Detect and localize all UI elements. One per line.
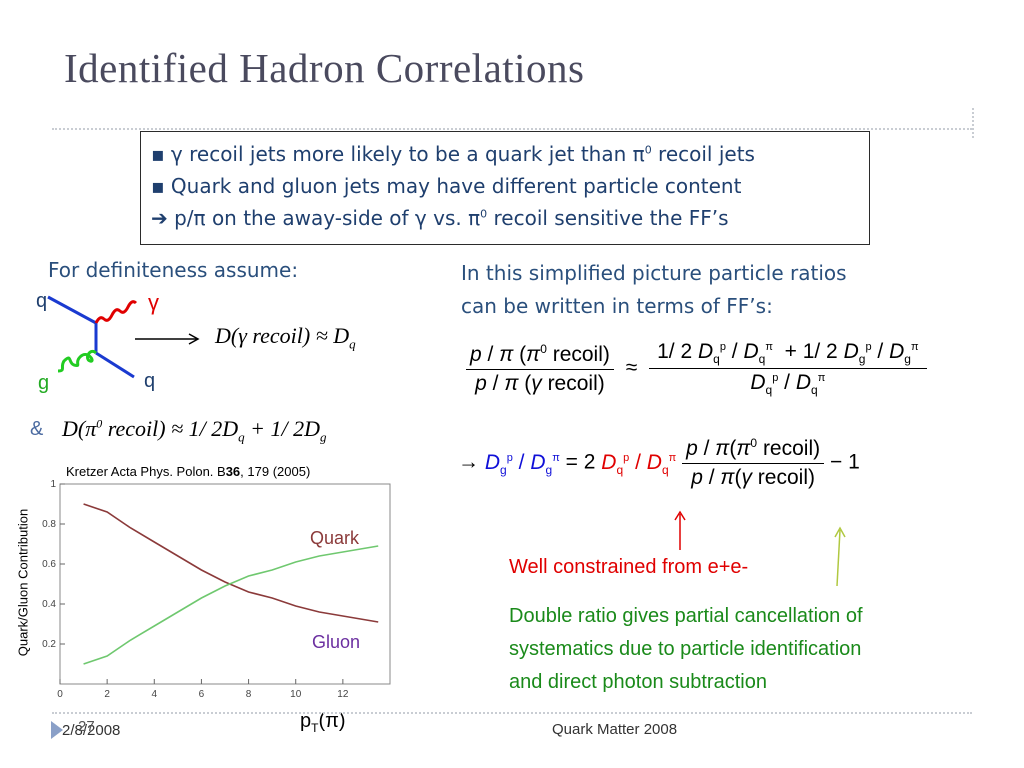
arrow-icon xyxy=(135,333,200,345)
double-ratio-line-1: Double ratio gives partial cancellation … xyxy=(509,605,863,627)
equation-pi0-recoil: D(π0 recoil) ≈ 1/ 2Dq + 1/ 2Dg xyxy=(62,416,327,445)
label-g: g xyxy=(38,372,50,394)
x-tick-label: 6 xyxy=(199,689,205,700)
double-ratio-line-2: systematics due to particle identificati… xyxy=(509,638,862,660)
x-tick-label: 10 xyxy=(290,689,302,700)
y-tick-label: 0.6 xyxy=(42,559,56,570)
label-q-bottom: q xyxy=(144,370,156,392)
label-q-top: q xyxy=(36,290,48,312)
x-tick-label: 12 xyxy=(337,689,349,700)
double-ratio-denominator: p / π(γ recoil) xyxy=(691,466,815,489)
corner-divider xyxy=(972,108,974,138)
x-axis-label: pT(π) xyxy=(300,710,346,735)
ampersand: & xyxy=(30,418,44,440)
footer-conference: Quark Matter 2008 xyxy=(552,721,678,738)
ratio-numerator: p / π (π0 recoil) xyxy=(466,342,614,370)
intro-line-2: can be written in terms of FF’s: xyxy=(461,294,773,318)
y-tick-label: 0.2 xyxy=(42,639,56,650)
x-tick-label: 2 xyxy=(104,689,110,700)
y-tick-label: 0.4 xyxy=(42,599,56,610)
double-ratio-numerator: p / π(π0 recoil) xyxy=(682,436,825,464)
footer-divider xyxy=(52,712,972,714)
approx-sign: ≈ xyxy=(625,356,638,380)
green-up-arrow-icon xyxy=(834,526,846,587)
ratio-denominator: p / π (γ recoil) xyxy=(475,371,605,395)
minus-one: − 1 xyxy=(829,450,860,474)
equation-gluon-ff: → Dgp / Dgπ = 2 Dqp / Dqπ p / π(π0 recoi… xyxy=(458,436,860,490)
legend-quark: Quark xyxy=(310,528,360,548)
equation-ratio: p / π (π0 recoil) p / π (γ recoil) ≈ 1/ 2… xyxy=(466,340,927,397)
quark-gluon-chart: 0 2 4 6 8 10 12 0.2 0.4 0.6 0.8 1 xyxy=(42,479,391,700)
equation-gamma-recoil: D(γ recoil) ≈ Dq xyxy=(215,323,356,352)
feynman-diagram xyxy=(47,295,138,379)
y-tick-label: 1 xyxy=(50,479,56,490)
bullet-2: ▪ Quark and gluon jets may have differen… xyxy=(151,174,742,198)
play-triangle-icon xyxy=(51,721,63,739)
page-title: Identified Hadron Correlations xyxy=(64,45,585,91)
legend-gluon: Gluon xyxy=(312,632,361,652)
ff-denominator: Dqp / Dqπ xyxy=(750,371,826,398)
series-line-quark xyxy=(83,503,379,623)
double-ratio-line-3: and direct photon subtraction xyxy=(509,671,767,693)
x-tick-label: 8 xyxy=(246,689,252,700)
reference-citation: Kretzer Acta Phys. Polon. B36, 179 (2005… xyxy=(66,464,311,479)
equals-two: = 2 xyxy=(565,450,596,474)
red-up-arrow-icon xyxy=(674,510,686,550)
well-constrained-note: Well constrained from e+e- xyxy=(509,556,749,578)
title-divider xyxy=(52,128,972,130)
y-tick-label: 0.8 xyxy=(42,519,56,530)
quark-ff-ratio: Dqp / Dqπ xyxy=(601,450,677,477)
label-gamma: γ xyxy=(148,290,159,315)
chart-frame xyxy=(59,483,391,685)
intro-line-1: In this simplified picture particle rati… xyxy=(461,261,847,285)
implies-arrow: → xyxy=(458,450,479,474)
double-ratio-note: Double ratio gives partial cancellation … xyxy=(509,600,863,699)
series-line-gluon xyxy=(83,545,379,665)
footer-date: 2/8/2008 xyxy=(62,722,121,739)
x-tick-label: 0 xyxy=(57,689,63,700)
bullet-1: ▪ γ recoil jets more likely to be a quar… xyxy=(151,142,755,166)
summary-box: ▪ γ recoil jets more likely to be a quar… xyxy=(140,131,870,245)
ff-numerator: 1/ 2 Dqp / Dqπ + 1/ 2 Dgp / Dgπ xyxy=(649,340,927,370)
y-axis-label: Quark/Gluon Contribution xyxy=(15,508,31,657)
footer-page-number: 27 xyxy=(78,718,95,735)
gluon-ff-ratio: Dgp / Dgπ xyxy=(484,450,560,477)
assume-text: For definiteness assume: xyxy=(48,258,299,282)
x-tick-label: 4 xyxy=(152,689,158,700)
bullet-3: ➔ p/π on the away-side of γ vs. π0 recoi… xyxy=(151,206,729,230)
